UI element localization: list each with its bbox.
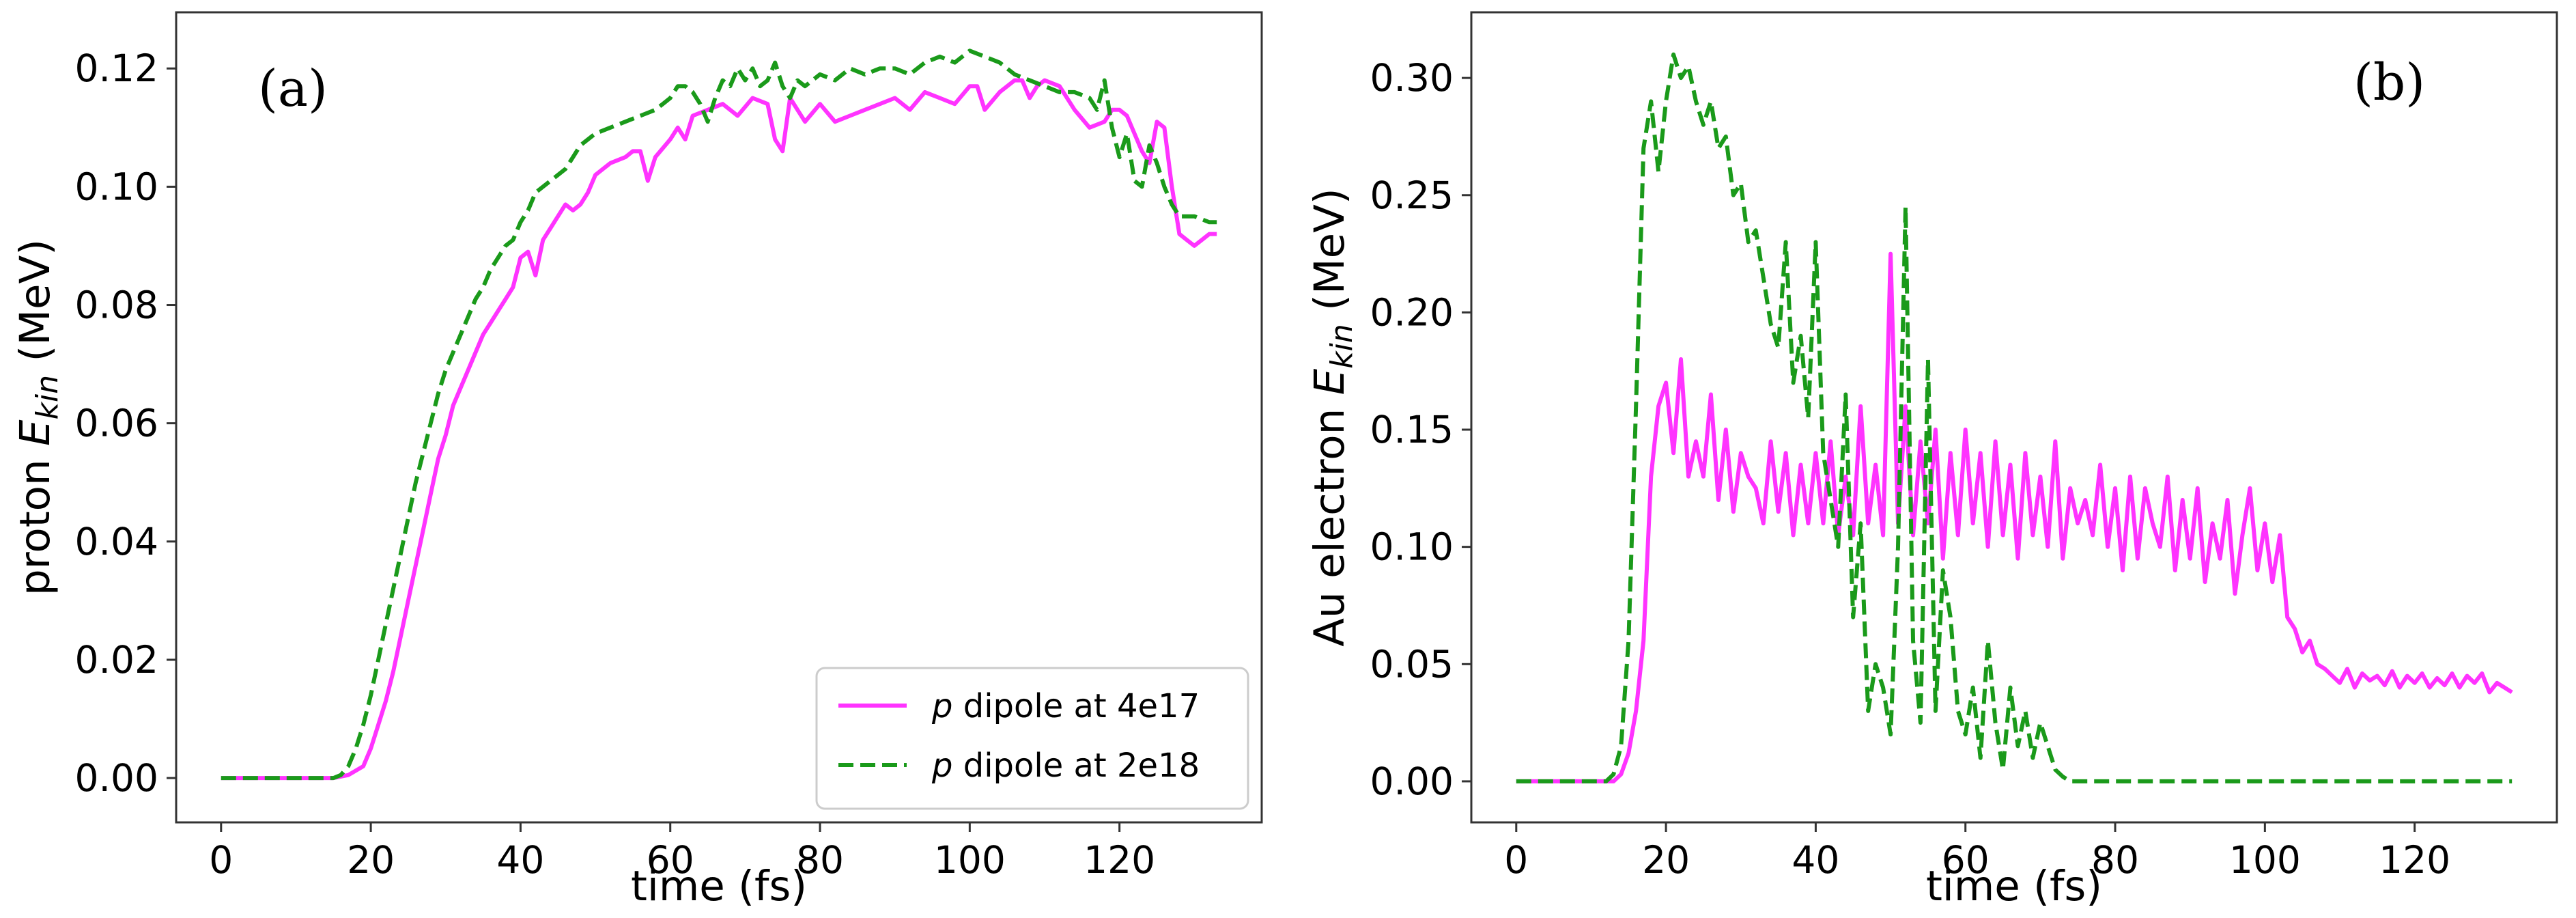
x-tick-label-b-6: 120 [2379,838,2450,882]
series-line-b-1 [1516,251,2513,783]
y-tick-label-b-1: 0.05 [1370,642,1454,686]
axes-frame-b [1470,11,2558,824]
y-axis-title-symbol-b: E [1305,368,1354,395]
y-axis-title-symbol-a: E [11,419,59,446]
ticks-a: 0 20 40 60 80 100 120 0.00 0.02 0.04 0.06 0.08 0.10 0… [75,46,1156,882]
legend-box [815,667,1249,810]
axes-frame-a [175,11,1263,824]
panel-label-b: (b) [2353,53,2425,112]
panel-label-a: (a) [258,59,328,118]
y-tick-label-a-4: 0.08 [75,283,158,327]
x-tick-label-b-5: 100 [2229,838,2301,882]
y-tick-label-b-0: 0.00 [1370,760,1454,803]
y-tick-label-a-6: 0.12 [75,46,158,90]
x-tick-label-a-5: 100 [934,838,1006,882]
x-tick-label-a-2: 40 [496,838,544,882]
x-tick-label-a-4: 80 [796,838,844,882]
x-tick-label-b-0: 0 [1504,838,1528,882]
y-axis-title-subscript-a: kin [30,375,65,420]
legend-entry-series-1: p dipole at 4e17 [931,687,1200,725]
y-tick-label-a-3: 0.06 [75,402,158,445]
plot-area-b [1470,11,2558,824]
series-a [221,48,1217,781]
x-tick-label-a-0: 0 [209,838,233,882]
legend-label-series-2: dipole at 2e18 [952,747,1200,785]
x-axis-title-b: time (fs) [1926,862,2102,910]
plot-area-a [175,11,1263,824]
x-tick-label-b-2: 40 [1792,838,1839,882]
legend-entry-series-2: p dipole at 2e18 [931,747,1200,785]
x-tick-label-b-4: 80 [2091,838,2139,882]
ticks-b: 0 20 40 60 80 100 120 0.00 0.05 0.10 0.15 0.20 0.25 0… [1370,56,2451,882]
y-tick-label-b-6: 0.30 [1370,56,1454,100]
y-tick-label-b-4: 0.20 [1370,290,1454,334]
x-tick-label-b-3: 60 [1942,838,1990,882]
legend-symbol-series-1: p [931,687,952,725]
x-tick-label-b-1: 20 [1642,838,1690,882]
legend: p dipole at 4e17 p dipole at 2e18 [815,667,1249,810]
series-line-a-2 [221,48,1217,781]
y-tick-label-a-1: 0.02 [75,638,158,682]
y-axis-title-b: Au electron Ekin (MeV) [1305,188,1359,646]
x-axis-title-a: time (fs) [631,862,807,910]
legend-symbol-series-2: p [931,747,952,785]
y-tick-label-b-3: 0.15 [1370,408,1454,451]
y-axis-title-subscript-b: kin [1325,324,1359,369]
y-axis-title-unit-a: (MeV) [11,239,59,375]
y-tick-label-b-5: 0.25 [1370,173,1454,217]
y-axis-title-unit-b: (MeV) [1305,188,1354,324]
y-tick-label-a-0: 0.00 [75,756,158,800]
y-axis-title-main-a: proton [11,446,59,596]
legend-label-series-1: dipole at 4e17 [952,687,1200,725]
y-tick-label-a-5: 0.10 [75,165,158,208]
x-tick-label-a-3: 60 [647,838,694,882]
series-b [1516,52,2513,783]
series-line-b-2 [1516,52,2513,783]
panel-b: 0 20 40 60 80 100 120 0.00 0.05 0.10 0.15 0.20 0.25 0… [1305,11,2558,910]
y-tick-label-b-2: 0.10 [1370,525,1454,569]
y-axis-title-a: proton Ekin (MeV) [11,239,65,596]
panel-a: 0 20 40 60 80 100 120 0.00 0.02 0.04 0.06 0.08 0.10 0… [11,11,1263,910]
x-tick-label-a-6: 120 [1084,838,1155,882]
y-axis-title-main-b: Au electron [1305,395,1354,646]
series-line-a-1 [221,78,1217,781]
y-tick-label-a-2: 0.04 [75,520,158,564]
x-tick-label-a-1: 20 [347,838,395,882]
